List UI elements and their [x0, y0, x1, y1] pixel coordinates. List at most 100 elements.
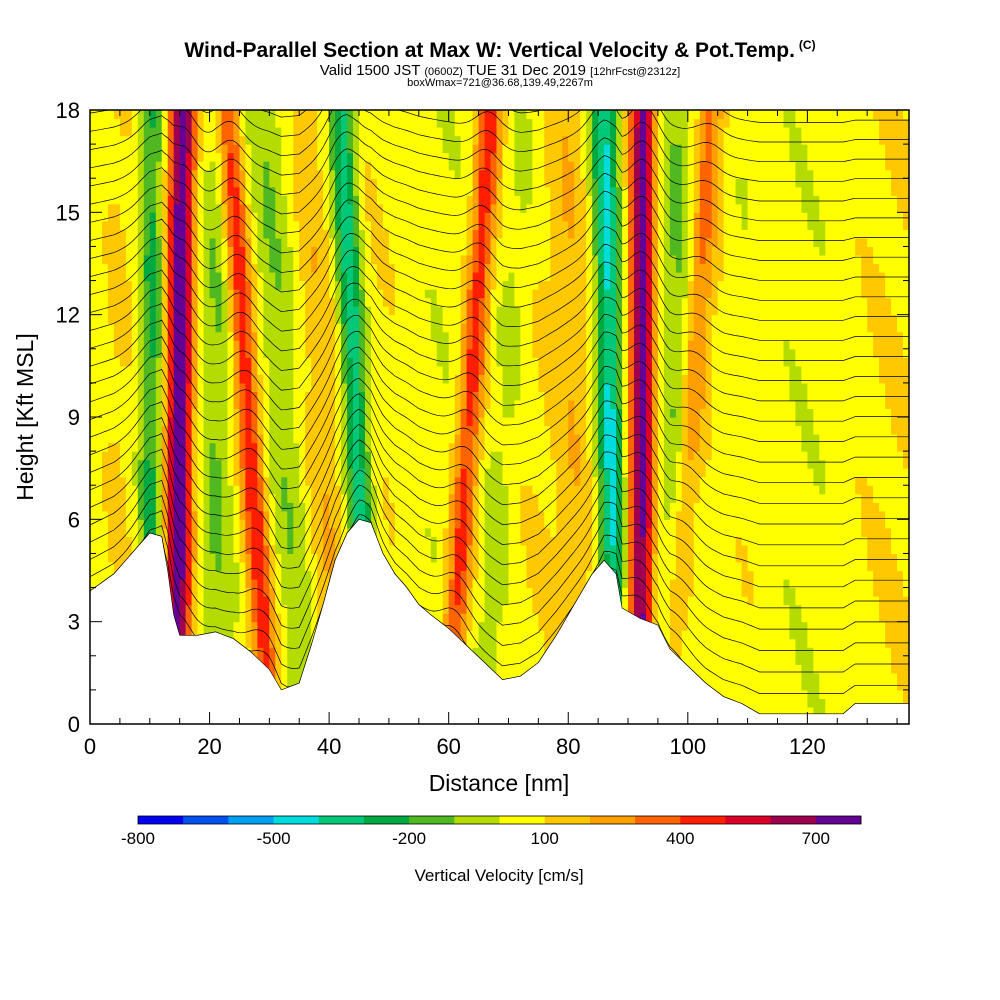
velocity-cell — [376, 118, 384, 128]
velocity-cell — [454, 417, 462, 427]
velocity-cell — [293, 519, 300, 529]
velocity-cell — [149, 527, 157, 537]
velocity-cell — [102, 544, 109, 554]
velocity-cell — [496, 425, 504, 435]
velocity-cell — [347, 237, 354, 247]
velocity-cell — [436, 391, 444, 401]
velocity-cell — [353, 451, 360, 461]
velocity-cell — [287, 596, 294, 606]
velocity-cell — [341, 195, 348, 205]
velocity-cell — [245, 536, 252, 546]
velocity-cell — [341, 408, 348, 418]
velocity-cell — [418, 306, 426, 316]
velocity-cell — [424, 110, 432, 120]
velocity-cell — [179, 135, 187, 145]
velocity-cell — [293, 340, 300, 350]
velocity-cell — [293, 459, 300, 469]
velocity-cell — [335, 280, 342, 290]
velocity-cell — [478, 442, 486, 452]
velocity-cell — [448, 203, 456, 213]
velocity-cell — [96, 468, 103, 478]
velocity-cell — [329, 203, 336, 213]
velocity-cell — [400, 442, 408, 452]
velocity-cell — [281, 314, 288, 324]
velocity-cell — [203, 135, 211, 145]
velocity-cell — [113, 365, 121, 375]
velocity-cell — [353, 485, 360, 495]
velocity-cell — [335, 527, 342, 537]
velocity-cell — [137, 536, 145, 546]
velocity-cell — [329, 263, 336, 273]
velocity-cell — [155, 399, 163, 409]
velocity-cell — [227, 442, 235, 452]
velocity-cell — [161, 493, 169, 503]
velocity-cell — [203, 382, 211, 392]
velocity-cell — [131, 255, 139, 265]
velocity-cell — [400, 280, 408, 290]
velocity-cell — [400, 579, 408, 589]
velocity-cell — [227, 374, 235, 384]
velocity-cell — [305, 169, 312, 179]
velocity-cell — [382, 485, 390, 495]
velocity-cell — [96, 152, 103, 162]
velocity-cell — [96, 220, 103, 230]
velocity-cell — [436, 127, 444, 137]
velocity-cell — [137, 451, 145, 461]
velocity-cell — [90, 562, 97, 572]
velocity-cell — [484, 493, 492, 503]
velocity-cell — [167, 340, 175, 350]
velocity-cell — [442, 229, 450, 239]
velocity-cell — [197, 212, 205, 222]
velocity-cell — [371, 476, 378, 486]
velocity-cell — [472, 255, 480, 265]
velocity-cell — [400, 527, 408, 537]
velocity-cell — [442, 272, 450, 282]
velocity-cell — [412, 263, 420, 273]
velocity-cell — [137, 510, 145, 520]
velocity-cell — [251, 237, 258, 247]
velocity-cell — [137, 118, 145, 128]
velocity-cell — [305, 536, 312, 546]
velocity-cell — [90, 237, 97, 247]
velocity-cell — [400, 169, 408, 179]
velocity-cell — [179, 425, 187, 435]
velocity-cell — [341, 255, 348, 265]
velocity-cell — [90, 382, 97, 392]
velocity-cell — [394, 127, 402, 137]
velocity-cell — [317, 527, 324, 537]
velocity-cell — [412, 382, 420, 392]
velocity-cell — [155, 374, 163, 384]
velocity-cell — [388, 255, 396, 265]
velocity-cell — [102, 570, 109, 580]
velocity-cell — [263, 579, 270, 589]
velocity-cell — [484, 425, 492, 435]
velocity-cell — [125, 110, 133, 120]
velocity-cell — [257, 638, 264, 648]
velocity-cell — [275, 553, 282, 563]
velocity-cell — [227, 246, 235, 256]
velocity-cell — [275, 621, 282, 631]
velocity-cell — [347, 306, 354, 316]
velocity-cell — [299, 664, 306, 674]
velocity-cell — [418, 570, 426, 580]
velocity-cell — [406, 220, 414, 230]
velocity-cell — [448, 237, 456, 247]
velocity-cell — [382, 553, 390, 563]
velocity-cell — [137, 255, 145, 265]
velocity-cell — [430, 476, 438, 486]
velocity-cell — [412, 348, 420, 358]
velocity-cell — [502, 579, 510, 589]
velocity-cell — [341, 169, 348, 179]
velocity-cell — [149, 289, 157, 299]
velocity-cell — [448, 544, 456, 554]
velocity-cell — [448, 246, 456, 256]
velocity-cell — [191, 451, 199, 461]
velocity-cell — [436, 502, 444, 512]
velocity-cell — [311, 289, 318, 299]
velocity-cell — [484, 110, 492, 120]
velocity-cell — [400, 255, 408, 265]
velocity-cell — [96, 485, 103, 495]
velocity-cell — [466, 203, 474, 213]
velocity-cell — [436, 306, 444, 316]
velocity-cell — [341, 493, 348, 503]
